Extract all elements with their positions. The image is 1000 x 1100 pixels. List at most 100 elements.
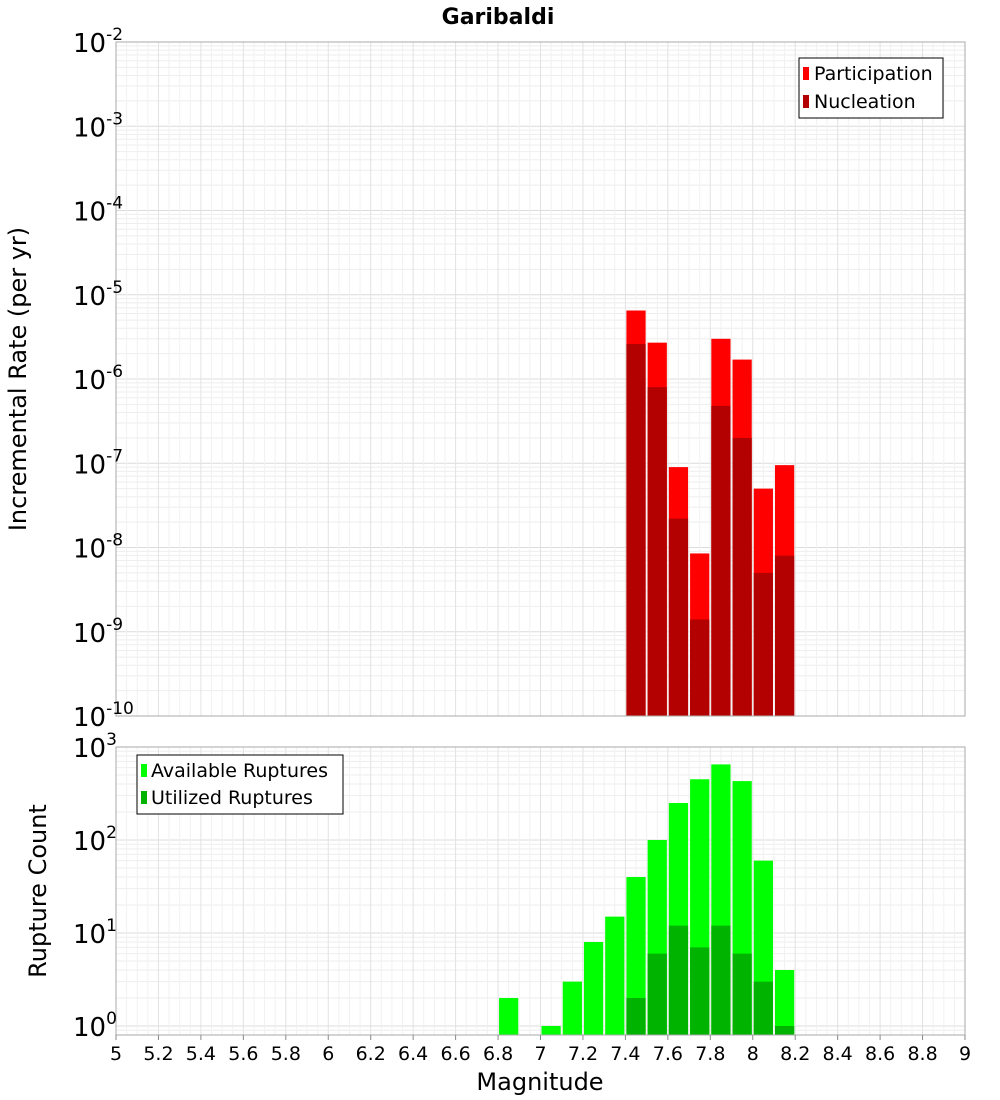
- y-tick-label: 10-9: [73, 615, 123, 649]
- utilized-ruptures-bar: [774, 1025, 795, 1035]
- utilized-ruptures-bar: [732, 953, 752, 1035]
- utilized-legend-swatch: [141, 791, 147, 804]
- y-tick-exponent: -10: [106, 699, 134, 719]
- nucleation-bar: [774, 555, 795, 716]
- x-tick-label: 5.4: [186, 1043, 216, 1065]
- y-tick-base: 10: [73, 619, 106, 649]
- available-ruptures-bar: [626, 877, 646, 1035]
- nucleation-legend-swatch: [803, 95, 809, 108]
- y-tick-label: 102: [73, 823, 117, 857]
- y-tick-base: 10: [73, 366, 106, 396]
- nucleation-bar: [668, 518, 689, 716]
- y-tick-base: 10: [73, 1013, 106, 1043]
- count-legend: Available Ruptures Utilized Ruptures: [136, 754, 344, 815]
- y-tick-exponent: -4: [106, 194, 123, 214]
- y-tick-label: 10-5: [73, 278, 123, 312]
- utilized-legend-label: Utilized Ruptures: [151, 787, 313, 809]
- x-tick-label: 6.8: [483, 1043, 513, 1065]
- rate-legend-box: [798, 57, 944, 119]
- x-tick-label: 7.8: [695, 1043, 725, 1065]
- nucleation-bar: [626, 344, 646, 716]
- y-tick-base: 10: [73, 703, 106, 733]
- x-tick-label: 9: [959, 1043, 971, 1065]
- nucleation-bar: [753, 572, 773, 716]
- y-tick-base: 10: [73, 113, 106, 143]
- x-tick-label: 8.2: [780, 1043, 810, 1065]
- y-tick-exponent: -9: [106, 615, 123, 635]
- y-tick-label: 10-7: [73, 446, 123, 480]
- y-tick-exponent: 0: [106, 1009, 117, 1029]
- x-tick-label: 8.8: [907, 1043, 937, 1065]
- nucleation-bar: [647, 387, 667, 716]
- y-tick-exponent: 3: [106, 730, 117, 750]
- y-tick-base: 10: [73, 450, 106, 480]
- x-tick-label: 7.4: [610, 1043, 640, 1065]
- participation-legend-swatch: [803, 67, 809, 80]
- y-tick-exponent: 1: [106, 916, 117, 936]
- rate-grid: [115, 42, 966, 717]
- x-axis-label: Magnitude: [476, 1068, 603, 1096]
- available-ruptures-bar: [541, 1025, 561, 1035]
- rate-y-axis-label: Incremental Rate (per yr): [4, 227, 32, 531]
- utilized-ruptures-bar: [753, 981, 773, 1035]
- nucleation-bar: [732, 437, 752, 716]
- x-tick-label: 8.4: [823, 1043, 853, 1065]
- x-tick-label: 6.6: [440, 1043, 470, 1065]
- x-tick-label: 5: [110, 1043, 122, 1065]
- y-tick-label: 10-6: [73, 362, 123, 396]
- x-tick-label: 7: [534, 1043, 546, 1065]
- y-tick-label: 10-10: [73, 699, 134, 733]
- available-legend-label: Available Ruptures: [151, 760, 328, 782]
- y-tick-label: 100: [73, 1009, 117, 1043]
- y-tick-label: 10-3: [73, 109, 123, 143]
- y-tick-label: 10-4: [73, 194, 123, 228]
- y-tick-base: 10: [73, 734, 106, 764]
- available-ruptures-bar: [583, 942, 604, 1035]
- available-ruptures-bar: [774, 969, 795, 1035]
- y-tick-exponent: -7: [106, 446, 123, 466]
- count-y-axis-label: Rupture Count: [24, 804, 52, 978]
- utilized-ruptures-bar: [647, 953, 667, 1035]
- x-tick-label: 8: [747, 1043, 759, 1065]
- nucleation-legend-label: Nucleation: [814, 91, 916, 113]
- utilized-ruptures-bar: [711, 925, 731, 1035]
- x-tick-label: 5.8: [271, 1043, 301, 1065]
- nucleation-bar: [711, 405, 731, 716]
- y-tick-base: 10: [73, 198, 106, 228]
- available-ruptures-bar: [605, 916, 625, 1035]
- utilized-ruptures-bar: [690, 947, 710, 1035]
- y-tick-base: 10: [73, 535, 106, 565]
- count-legend-box: [136, 754, 344, 815]
- participation-legend-label: Participation: [814, 63, 933, 85]
- utilized-ruptures-bar: [626, 997, 646, 1035]
- y-tick-label: 103: [73, 730, 117, 764]
- y-tick-label: 10-8: [73, 531, 123, 565]
- y-tick-base: 10: [73, 29, 106, 59]
- x-tick-label: 6.2: [356, 1043, 386, 1065]
- rate-bars: [626, 310, 795, 716]
- rate-plot-frame: [115, 41, 966, 717]
- y-tick-exponent: -3: [106, 109, 123, 129]
- x-tick-label: 5.2: [143, 1043, 173, 1065]
- nucleation-bar: [690, 619, 710, 716]
- x-tick-label: 6: [322, 1043, 334, 1065]
- y-tick-label: 101: [73, 916, 117, 950]
- y-tick-exponent: -6: [106, 362, 123, 382]
- x-tick-label: 7.6: [653, 1043, 683, 1065]
- y-tick-base: 10: [73, 827, 106, 857]
- x-tick-label: 7.2: [568, 1043, 598, 1065]
- y-tick-exponent: -5: [106, 278, 123, 298]
- y-tick-exponent: -8: [106, 531, 123, 551]
- count-bars: [499, 764, 795, 1035]
- x-tick-label: 8.6: [865, 1043, 895, 1065]
- utilized-ruptures-bar: [668, 925, 689, 1035]
- y-tick-exponent: 2: [106, 823, 117, 843]
- y-tick-exponent: -2: [106, 25, 123, 45]
- chart-title: Garibaldi: [442, 5, 555, 30]
- y-tick-base: 10: [73, 282, 106, 312]
